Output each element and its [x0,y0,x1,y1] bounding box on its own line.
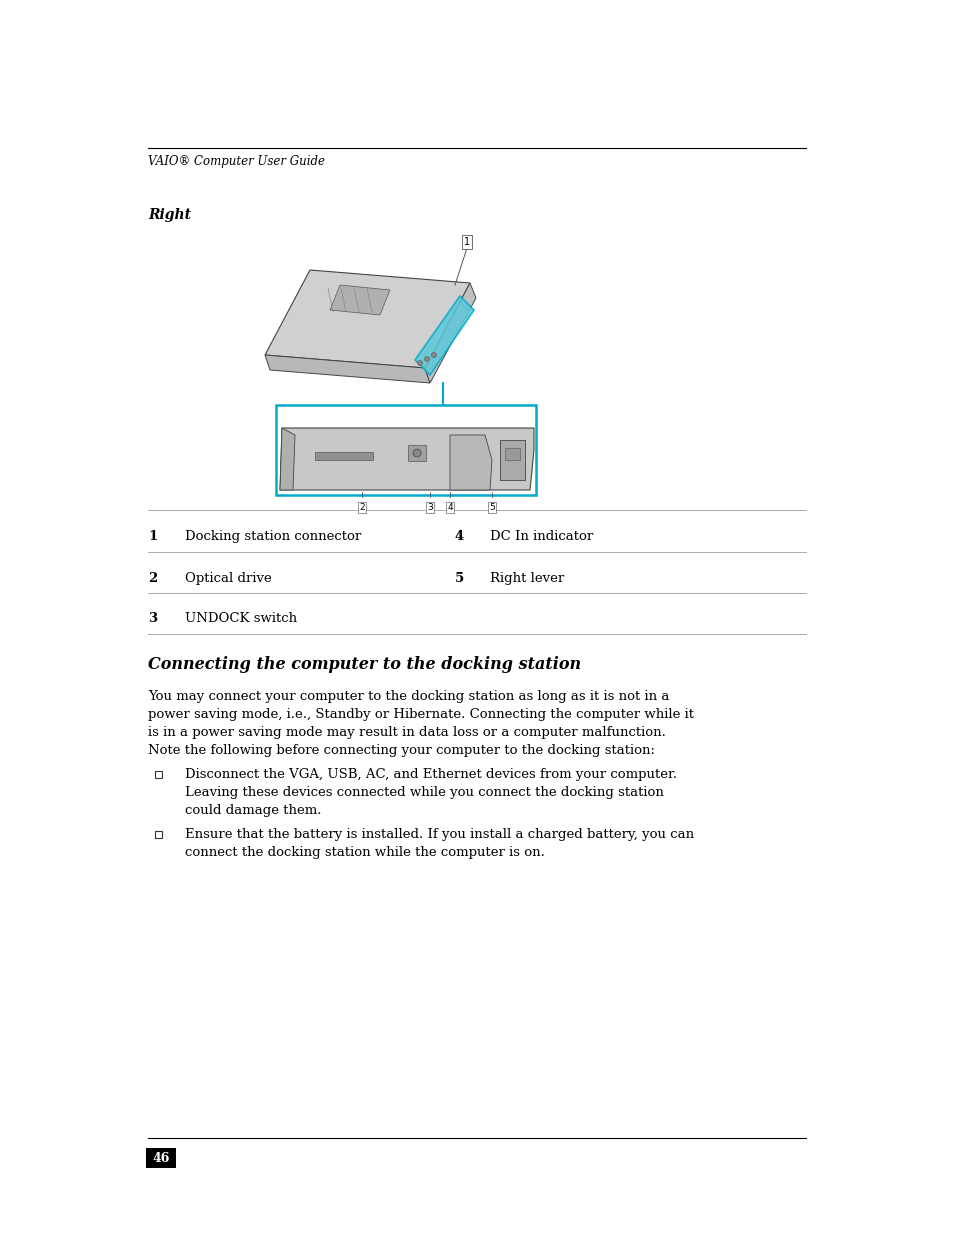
Text: 3: 3 [427,503,433,513]
Text: DC In indicator: DC In indicator [490,530,593,543]
Polygon shape [424,283,476,383]
Text: 1: 1 [463,237,470,247]
Bar [154,771,162,778]
Text: power saving mode, i.e., Standby or Hibernate. Connecting the computer while it: power saving mode, i.e., Standby or Hibe… [148,708,693,721]
Text: 2: 2 [148,572,157,585]
Text: 46: 46 [152,1151,170,1165]
Circle shape [424,357,429,362]
Text: 5: 5 [455,572,464,585]
Text: 4: 4 [455,530,464,543]
Circle shape [431,352,436,357]
Bar [154,831,162,839]
Text: 5: 5 [489,503,495,513]
Text: 1: 1 [148,530,157,543]
Text: connect the docking station while the computer is on.: connect the docking station while the co… [185,846,544,860]
Bar [408,445,426,461]
Polygon shape [265,270,470,368]
Text: Ensure that the battery is installed. If you install a charged battery, you can: Ensure that the battery is installed. If… [185,827,694,841]
Text: Disconnect the VGA, USB, AC, and Ethernet devices from your computer.: Disconnect the VGA, USB, AC, and Etherne… [185,768,677,781]
Bar [275,405,536,495]
Text: could damage them.: could damage them. [185,804,321,818]
Text: Right: Right [148,207,191,222]
Text: UNDOCK switch: UNDOCK switch [185,613,296,625]
Text: Optical drive: Optical drive [185,572,272,585]
Polygon shape [415,296,474,375]
Polygon shape [330,285,390,315]
Circle shape [413,450,420,457]
Text: Leaving these devices connected while you connect the docking station: Leaving these devices connected while yo… [185,785,663,799]
Text: Right lever: Right lever [490,572,563,585]
Text: is in a power saving mode may result in data loss or a computer malfunction.: is in a power saving mode may result in … [148,726,665,739]
Polygon shape [280,429,534,490]
Bar [146,1149,175,1168]
Circle shape [417,361,422,366]
Text: 3: 3 [148,613,157,625]
Text: Note the following before connecting your computer to the docking station:: Note the following before connecting you… [148,743,655,757]
Text: Connecting the computer to the docking station: Connecting the computer to the docking s… [148,656,580,673]
Bar [314,452,373,459]
Text: VAIO® Computer User Guide: VAIO® Computer User Guide [148,156,325,168]
Text: Docking station connector: Docking station connector [185,530,361,543]
Polygon shape [280,429,294,490]
Text: 4: 4 [447,503,453,513]
Text: 2: 2 [359,503,364,513]
Polygon shape [450,435,492,490]
Polygon shape [265,354,430,383]
Bar [504,448,519,459]
Text: You may connect your computer to the docking station as long as it is not in a: You may connect your computer to the doc… [148,690,669,703]
Bar [499,440,524,480]
